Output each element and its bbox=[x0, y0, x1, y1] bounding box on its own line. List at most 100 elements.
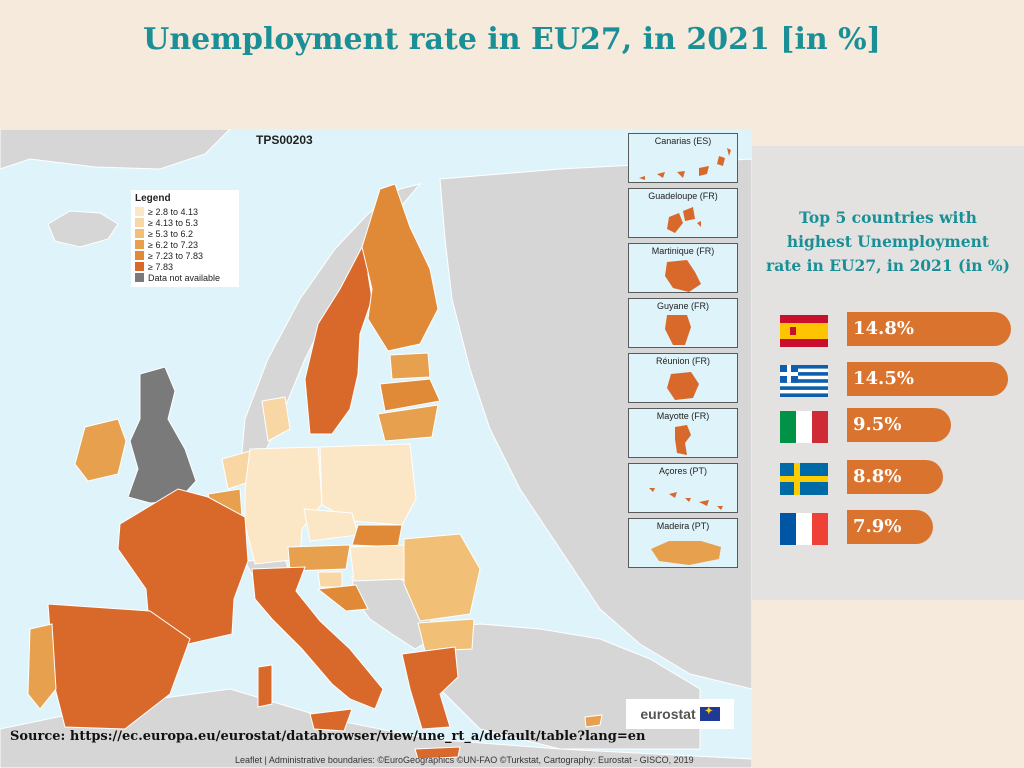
rank-item-france: 7.9% bbox=[780, 510, 1024, 545]
inset-label: Martinique (FR) bbox=[651, 246, 715, 256]
slovakia-region bbox=[351, 524, 403, 548]
denmark-region bbox=[261, 396, 291, 442]
rate-value: 14.8% bbox=[853, 318, 914, 339]
greece-region bbox=[401, 646, 459, 730]
uk-region bbox=[127, 366, 197, 504]
inset-shape bbox=[667, 372, 699, 400]
rate-bar: 7.9% bbox=[847, 510, 933, 544]
legend-label: ≥ 5.3 to 6.2 bbox=[148, 228, 193, 239]
inset-acores[interactable]: Açores (PT) bbox=[628, 463, 738, 513]
inset-shape bbox=[675, 425, 691, 455]
inset-shape bbox=[665, 315, 691, 345]
italy-region bbox=[251, 566, 384, 710]
sardinia-region bbox=[257, 664, 273, 708]
slovenia-region bbox=[317, 571, 343, 588]
legend-item: ≥ 7.23 to 7.83 bbox=[135, 250, 235, 261]
austria-region bbox=[287, 544, 351, 572]
rate-bar: 14.8% bbox=[847, 312, 1011, 346]
inset-shape bbox=[649, 488, 723, 510]
legend-item: ≥ 6.2 to 7.23 bbox=[135, 239, 235, 250]
eurostat-logo-text: eurostat bbox=[640, 706, 696, 722]
italy-flag-icon bbox=[780, 411, 828, 443]
rate-bar: 9.5% bbox=[847, 408, 951, 442]
greenland-land bbox=[0, 129, 231, 170]
legend-label: ≥ 4.13 to 5.3 bbox=[148, 217, 198, 228]
legend-swatch bbox=[135, 262, 144, 271]
legend-label: Data not available bbox=[148, 272, 221, 283]
legend-swatch bbox=[135, 251, 144, 260]
rank-item-sweden: 8.8% bbox=[780, 460, 1024, 495]
legend-swatch bbox=[135, 273, 144, 282]
rate-value: 8.8% bbox=[853, 466, 902, 487]
page-title: Unemployment rate in EU27, in 2021 [in %… bbox=[143, 22, 881, 57]
eurostat-logo: eurostat bbox=[626, 699, 734, 729]
europe-map[interactable]: TPS00203 Legend ≥ 2.8 to 4.13 ≥ 4.13 to … bbox=[0, 129, 752, 768]
top5-title: Top 5 countries with highest Unemploymen… bbox=[752, 206, 1024, 278]
legend-item: ≥ 5.3 to 6.2 bbox=[135, 228, 235, 239]
spain-flag-icon bbox=[780, 315, 828, 347]
rank-item-spain: 14.8% bbox=[780, 312, 1024, 347]
inset-reunion[interactable]: Réunion (FR) bbox=[628, 353, 738, 403]
rank-item-italy: 9.5% bbox=[780, 408, 1024, 443]
romania-region bbox=[403, 533, 481, 622]
inset-shape bbox=[651, 541, 721, 565]
rank-item-greece: 14.5% bbox=[780, 362, 1024, 397]
france-flag-icon bbox=[780, 513, 828, 545]
legend-item: Data not available bbox=[135, 272, 235, 283]
bulgaria-region bbox=[417, 618, 475, 652]
eu-flag-icon bbox=[699, 706, 720, 721]
portugal-region bbox=[27, 623, 57, 710]
inset-martinique[interactable]: Martinique (FR) bbox=[628, 243, 738, 293]
inset-madeira[interactable]: Madeira (PT) bbox=[628, 518, 738, 568]
rate-value: 14.5% bbox=[853, 368, 914, 389]
map-legend: Legend ≥ 2.8 to 4.13 ≥ 4.13 to 5.3 ≥ 5.3… bbox=[131, 190, 239, 287]
legend-swatch bbox=[135, 207, 144, 216]
inset-label: Canarias (ES) bbox=[654, 136, 712, 146]
source-caption: Source: https://ec.europa.eu/eurostat/da… bbox=[10, 729, 646, 744]
inset-guyane[interactable]: Guyane (FR) bbox=[628, 298, 738, 348]
inset-label: Madeira (PT) bbox=[656, 521, 710, 531]
map-dataset-code: TPS00203 bbox=[256, 133, 313, 147]
legend-label: ≥ 2.8 to 4.13 bbox=[148, 206, 198, 217]
top5-title-line: rate in EU27, in 2021 (in %) bbox=[766, 256, 1010, 275]
crete-region bbox=[414, 746, 461, 760]
legend-swatch bbox=[135, 229, 144, 238]
legend-label: ≥ 7.83 bbox=[148, 261, 173, 272]
sweden-flag-icon bbox=[780, 463, 828, 495]
czechia-region bbox=[303, 508, 359, 542]
north-africa-land bbox=[0, 688, 752, 768]
map-attribution: Leaflet | Administrative boundaries: ©Eu… bbox=[235, 755, 694, 765]
cyprus-region bbox=[584, 714, 603, 728]
legend-item: ≥ 2.8 to 4.13 bbox=[135, 206, 235, 217]
inset-label: Açores (PT) bbox=[658, 466, 707, 476]
inset-label: Guyane (FR) bbox=[656, 301, 709, 311]
inset-mayotte[interactable]: Mayotte (FR) bbox=[628, 408, 738, 458]
top5-title-line: highest Unemployment bbox=[786, 232, 990, 251]
latvia-region bbox=[379, 378, 441, 412]
croatia-region bbox=[316, 584, 369, 612]
inset-label: Guadeloupe (FR) bbox=[648, 191, 718, 201]
top5-title-line: Top 5 countries with bbox=[799, 208, 977, 227]
inset-guadeloupe[interactable]: Guadeloupe (FR) bbox=[628, 188, 738, 238]
rate-bar: 14.5% bbox=[847, 362, 1008, 396]
legend-label: ≥ 6.2 to 7.23 bbox=[148, 239, 198, 250]
rate-value: 7.9% bbox=[853, 516, 902, 537]
inset-shape bbox=[667, 207, 701, 233]
legend-swatch bbox=[135, 240, 144, 249]
finland-region bbox=[361, 183, 439, 352]
ireland-region bbox=[74, 418, 127, 482]
legend-item: ≥ 4.13 to 5.3 bbox=[135, 217, 235, 228]
inset-canarias[interactable]: Canarias (ES) bbox=[628, 133, 738, 183]
rate-value: 9.5% bbox=[853, 414, 902, 435]
inset-shape bbox=[665, 260, 701, 292]
inset-shape bbox=[639, 148, 731, 180]
sicily-region bbox=[309, 708, 353, 732]
legend-label: ≥ 7.23 to 7.83 bbox=[148, 250, 203, 261]
spain-region bbox=[47, 603, 191, 730]
greece-flag-icon bbox=[780, 365, 828, 397]
rate-bar: 8.8% bbox=[847, 460, 943, 494]
inset-label: Mayotte (FR) bbox=[656, 411, 710, 421]
legend-swatch bbox=[135, 218, 144, 227]
inset-label: Réunion (FR) bbox=[655, 356, 711, 366]
estonia-region bbox=[389, 352, 431, 380]
